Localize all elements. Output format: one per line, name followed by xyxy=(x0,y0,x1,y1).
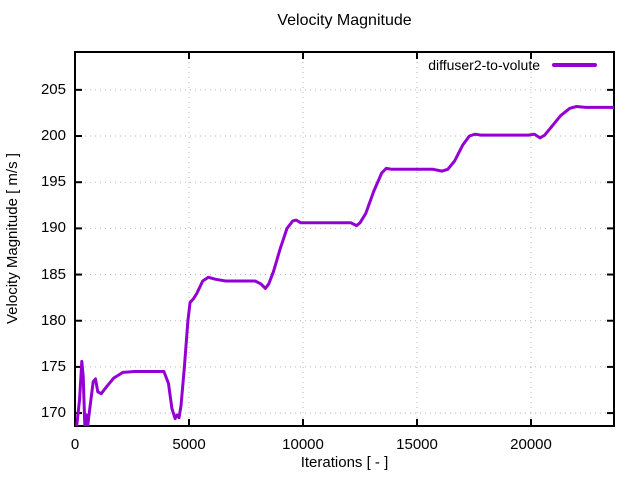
legend: diffuser2-to-volute xyxy=(428,57,597,73)
x-axis-label: Iterations [ - ] xyxy=(300,454,389,471)
y-tick-label: 205 xyxy=(40,80,66,98)
data-line xyxy=(75,105,614,426)
y-tick-label: 200 xyxy=(40,127,66,145)
y-tick-label: 175 xyxy=(40,357,66,375)
y-tick-label: 195 xyxy=(40,173,66,191)
x-tick-label: 15000 xyxy=(396,436,438,453)
chart-title: Velocity Magnitude xyxy=(277,12,412,29)
legend-line-sample xyxy=(552,63,597,67)
x-tick-label: 20000 xyxy=(510,436,552,453)
x-tick-label: 10000 xyxy=(282,436,324,453)
y-tick-label: 190 xyxy=(40,219,66,237)
y-tick-label: 185 xyxy=(40,265,66,283)
legend-label: diffuser2-to-volute xyxy=(428,57,540,73)
y-tick-label: 170 xyxy=(40,404,66,422)
x-tick-label: 5000 xyxy=(172,436,206,453)
y-tick-label: 180 xyxy=(40,311,66,329)
plot-border xyxy=(74,51,615,427)
x-tick-label: 0 xyxy=(70,436,80,453)
